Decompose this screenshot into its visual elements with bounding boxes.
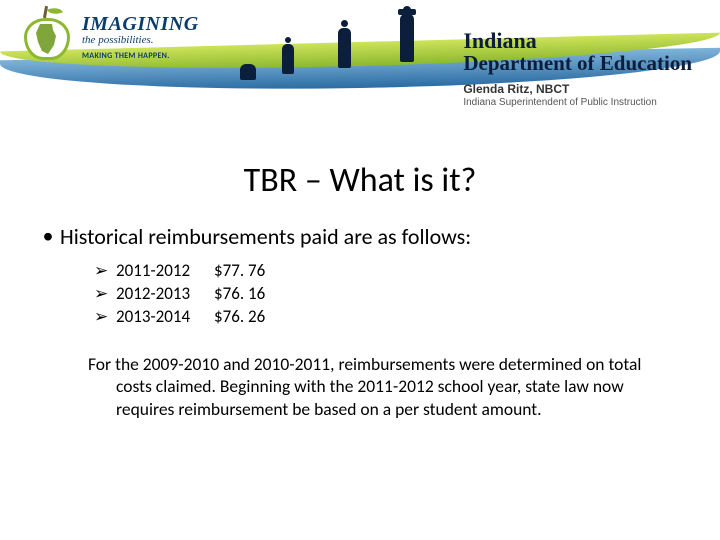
- item-year: 2012-2013: [116, 283, 208, 306]
- dept-line-text: Department of Education: [463, 52, 692, 74]
- apple-icon: [22, 8, 74, 60]
- bullet-dot-icon: •: [36, 223, 60, 249]
- reimbursement-list: ➢ 2011-2012 $77. 76 ➢ 2012-2013 $76. 16 …: [94, 260, 684, 329]
- item-amount: $76. 16: [214, 283, 265, 306]
- superintendent-role: Indiana Superintendent of Public Instruc…: [463, 97, 692, 108]
- slide-content: TBR – What is it? • Historical reimburse…: [0, 130, 720, 420]
- chevron-icon: ➢: [94, 260, 110, 283]
- making-happen-text: MAKING THEM HAPPEN.: [82, 52, 199, 60]
- silhouette-child-icon: [240, 64, 256, 80]
- imagining-text-block: IMAGINING the possibilities. MAKING THEM…: [82, 8, 199, 60]
- list-item: ➢ 2012-2013 $76. 16: [94, 283, 684, 306]
- list-item: ➢ 2013-2014 $76. 26: [94, 306, 684, 329]
- explanatory-paragraph: For the 2009-2010 and 2010-2011, reimbur…: [88, 353, 644, 420]
- slide-title: TBR – What is it?: [36, 160, 684, 201]
- chevron-icon: ➢: [94, 306, 110, 329]
- slide-header: IMAGINING the possibilities. MAKING THEM…: [0, 0, 720, 130]
- item-year: 2013-2014: [116, 306, 208, 329]
- silhouette-graduate-icon: [400, 14, 414, 62]
- dept-indiana-text: Indiana: [463, 30, 692, 52]
- department-block: Indiana Department of Education Glenda R…: [463, 30, 692, 108]
- possibilities-text: the possibilities.: [82, 35, 154, 46]
- chevron-icon: ➢: [94, 283, 110, 306]
- bullet-text: Historical reimbursements paid are as fo…: [60, 223, 471, 250]
- list-item: ➢ 2011-2012 $77. 76: [94, 260, 684, 283]
- imagining-word: IMAGINING: [82, 14, 199, 34]
- bullet-main: • Historical reimbursements paid are as …: [36, 223, 684, 250]
- item-amount: $76. 26: [214, 306, 265, 329]
- item-amount: $77. 76: [214, 260, 265, 283]
- superintendent-name: Glenda Ritz, NBCT: [463, 82, 692, 96]
- item-year: 2011-2012: [116, 260, 208, 283]
- logo-left-block: IMAGINING the possibilities. MAKING THEM…: [22, 8, 199, 60]
- silhouette-teen-icon: [338, 28, 351, 68]
- silhouette-kid-icon: [282, 44, 294, 74]
- silhouette-figures: [240, 10, 460, 80]
